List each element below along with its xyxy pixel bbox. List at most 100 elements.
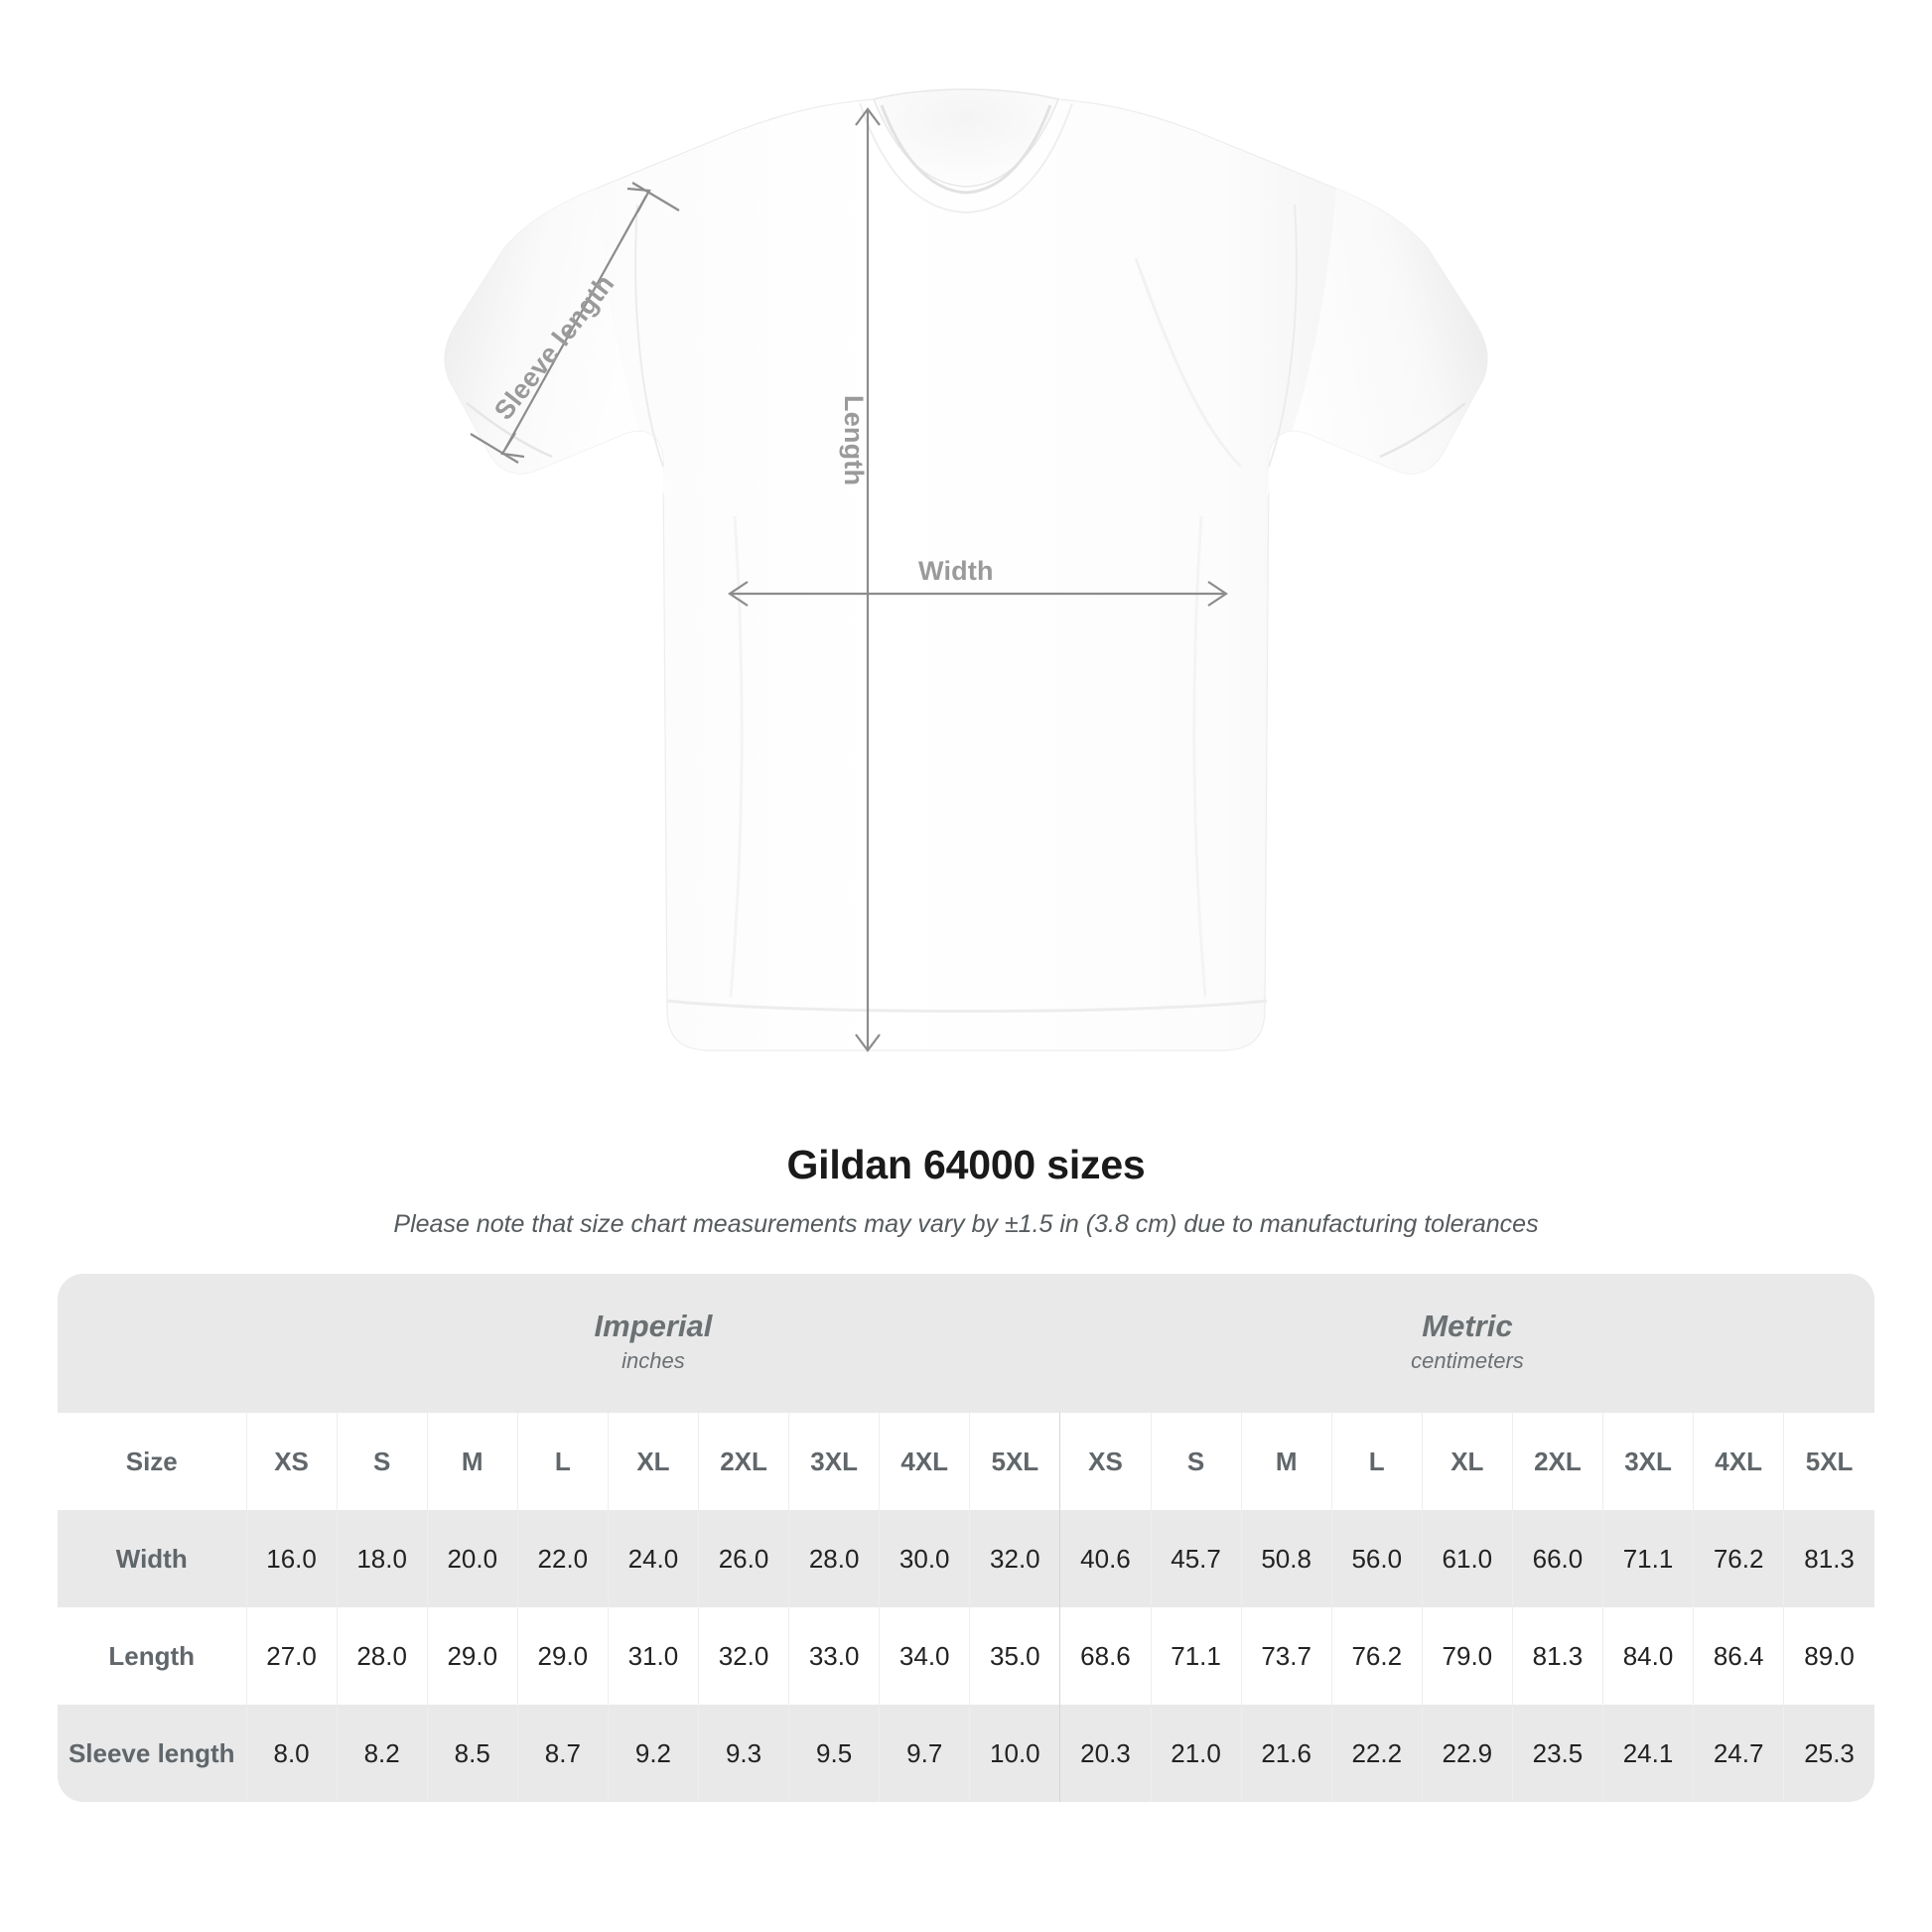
cell-length-imperial-2xl: 32.0 [697,1607,789,1705]
cell-width-imperial-xl: 24.0 [607,1510,699,1607]
size-header-imperial-4xl: 4XL [879,1413,970,1510]
size-header-metric-2xl: 2XL [1511,1413,1603,1510]
cell-length-imperial-xs: 27.0 [245,1607,338,1705]
cell-length-imperial-4xl: 34.0 [879,1607,970,1705]
width-label: Width [918,556,994,586]
cell-sleeve-metric-xs: 20.3 [1059,1705,1152,1802]
cell-width-metric-m: 50.8 [1240,1510,1332,1607]
cell-sleeve-imperial-2xl: 9.3 [697,1705,789,1802]
unit-name-metric: Metric [1422,1308,1513,1343]
size-header-imperial-3xl: 3XL [788,1413,880,1510]
unit-cell-imperial: Imperial inches [246,1274,1060,1413]
size-header-metric-xs: XS [1059,1413,1152,1510]
size-chart-table: Imperial inches Metric centimeters Size … [58,1274,1874,1802]
unit-sub-metric: centimeters [1411,1348,1524,1374]
cell-width-imperial-l: 22.0 [516,1510,609,1607]
cell-length-imperial-m: 29.0 [426,1607,518,1705]
size-header-metric-xl: XL [1421,1413,1513,1510]
page-title: Gildan 64000 sizes [786,1142,1146,1187]
size-header-imperial-l: L [516,1413,609,1510]
cell-length-metric-4xl: 86.4 [1693,1607,1784,1705]
cell-sleeve-imperial-xl: 9.2 [607,1705,699,1802]
cell-width-metric-xl: 61.0 [1421,1510,1513,1607]
cell-length-imperial-3xl: 33.0 [788,1607,880,1705]
cell-sleeve-metric-m: 21.6 [1240,1705,1332,1802]
size-header-imperial-xs: XS [245,1413,338,1510]
cell-sleeve-metric-l: 22.2 [1330,1705,1423,1802]
cell-length-imperial-s: 28.0 [336,1607,428,1705]
size-header-imperial-s: S [336,1413,428,1510]
cell-width-imperial-2xl: 26.0 [697,1510,789,1607]
cell-sleeve-metric-5xl: 25.3 [1783,1705,1874,1802]
cell-sleeve-imperial-3xl: 9.5 [788,1705,880,1802]
shirt-silhouette [444,88,1488,1051]
row-label-sleeve-length: Sleeve length [58,1705,247,1802]
cell-sleeve-imperial-5xl: 10.0 [969,1705,1060,1802]
table-row: Width 16.0 18.0 20.0 22.0 24.0 26.0 28.0… [58,1510,1874,1607]
cell-length-metric-3xl: 84.0 [1601,1607,1694,1705]
cell-length-metric-xl: 79.0 [1421,1607,1513,1705]
cell-width-imperial-5xl: 32.0 [969,1510,1060,1607]
cell-length-metric-s: 71.1 [1150,1607,1242,1705]
size-header-row: Size XS S M L XL 2XL 3XL 4XL 5XL XS S M … [58,1413,1874,1510]
cell-sleeve-metric-3xl: 24.1 [1601,1705,1694,1802]
measurement-guides [470,107,1228,1052]
sleeve-guide-line [504,195,647,450]
row-label-width: Width [58,1510,247,1607]
cell-width-metric-l: 56.0 [1330,1510,1423,1607]
cell-width-metric-3xl: 71.1 [1601,1510,1694,1607]
cell-length-metric-l: 76.2 [1330,1607,1423,1705]
unit-spacer-cell [58,1274,247,1413]
cell-length-metric-2xl: 81.3 [1511,1607,1603,1705]
cell-length-imperial-5xl: 35.0 [969,1607,1060,1705]
cell-width-metric-5xl: 81.3 [1783,1510,1874,1607]
cell-sleeve-imperial-m: 8.5 [426,1705,518,1802]
size-header-imperial-xl: XL [607,1413,699,1510]
cell-width-imperial-4xl: 30.0 [879,1510,970,1607]
cell-sleeve-imperial-s: 8.2 [336,1705,428,1802]
cell-sleeve-imperial-4xl: 9.7 [879,1705,970,1802]
size-header-metric-5xl: 5XL [1783,1413,1874,1510]
table-row: Length 27.0 28.0 29.0 29.0 31.0 32.0 33.… [58,1607,1874,1705]
cell-length-metric-5xl: 89.0 [1783,1607,1874,1705]
cell-width-metric-2xl: 66.0 [1511,1510,1603,1607]
unit-banner-row: Imperial inches Metric centimeters [58,1274,1874,1413]
cell-sleeve-imperial-l: 8.7 [516,1705,609,1802]
cell-width-metric-4xl: 76.2 [1693,1510,1784,1607]
unit-cell-metric: Metric centimeters [1059,1274,1874,1413]
row-label-length: Length [58,1607,247,1705]
column-header-size: Size [58,1413,247,1510]
size-header-metric-4xl: 4XL [1693,1413,1784,1510]
size-header-imperial-5xl: 5XL [969,1413,1060,1510]
cell-sleeve-metric-xl: 22.9 [1421,1705,1513,1802]
cell-sleeve-metric-2xl: 23.5 [1511,1705,1603,1802]
size-header-metric-m: M [1240,1413,1332,1510]
table-row: Sleeve length 8.0 8.2 8.5 8.7 9.2 9.3 9.… [58,1705,1874,1802]
size-header-metric-3xl: 3XL [1601,1413,1694,1510]
cell-sleeve-metric-s: 21.0 [1150,1705,1242,1802]
tolerance-note: Please note that size chart measurements… [393,1210,1539,1238]
cell-width-imperial-xs: 16.0 [245,1510,338,1607]
unit-sub-imperial: inches [621,1348,685,1374]
tshirt-illustration [444,88,1488,1052]
unit-name-imperial: Imperial [594,1308,713,1343]
cell-length-metric-m: 73.7 [1240,1607,1332,1705]
size-header-metric-s: S [1150,1413,1242,1510]
size-header-metric-l: L [1330,1413,1423,1510]
size-table-container: Imperial inches Metric centimeters Size … [58,1274,1874,1802]
chart-header: Gildan 64000 sizes Please note that size… [0,1122,1932,1239]
cell-width-imperial-s: 18.0 [336,1510,428,1607]
cell-width-metric-xs: 40.6 [1059,1510,1152,1607]
cell-length-imperial-l: 29.0 [516,1607,609,1705]
length-label: Length [839,395,869,486]
cell-width-imperial-m: 20.0 [426,1510,518,1607]
size-header-imperial-2xl: 2XL [697,1413,789,1510]
cell-length-metric-xs: 68.6 [1059,1607,1152,1705]
cell-width-metric-s: 45.7 [1150,1510,1242,1607]
tshirt-diagram: Sleeve length Length Width [444,88,1488,1052]
size-header-imperial-m: M [426,1413,518,1510]
cell-width-imperial-3xl: 28.0 [788,1510,880,1607]
cell-sleeve-imperial-xs: 8.0 [245,1705,338,1802]
cell-sleeve-metric-4xl: 24.7 [1693,1705,1784,1802]
cell-length-imperial-xl: 31.0 [607,1607,699,1705]
